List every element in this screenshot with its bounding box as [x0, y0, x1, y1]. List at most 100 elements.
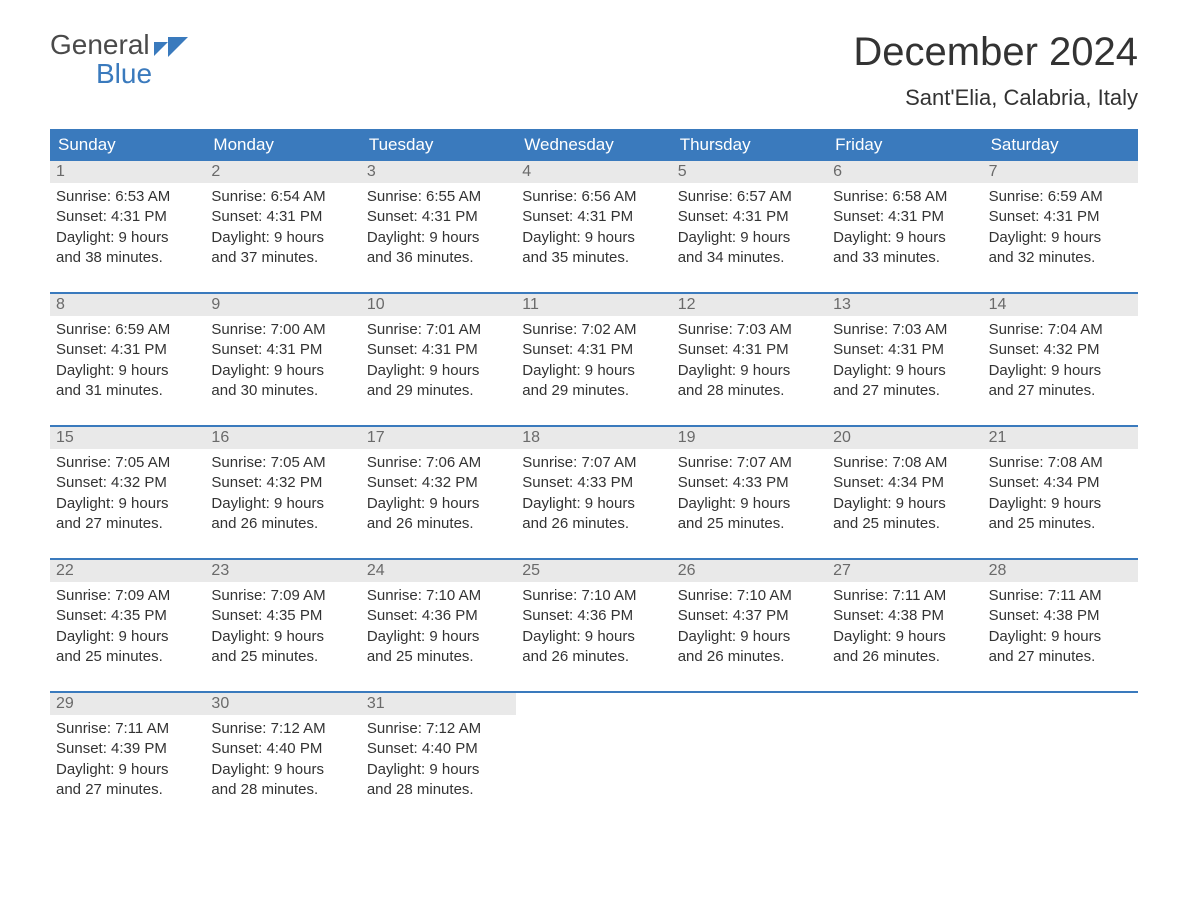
sunrise-text: Sunrise: 7:10 AM	[678, 586, 821, 606]
daylight-text: and 28 minutes.	[211, 780, 354, 800]
calendar-day: 15Sunrise: 7:05 AMSunset: 4:32 PMDayligh…	[50, 427, 205, 544]
sunrise-text: Sunrise: 6:53 AM	[56, 187, 199, 207]
daylight-text: and 30 minutes.	[211, 381, 354, 401]
sunset-text: Sunset: 4:31 PM	[833, 340, 976, 360]
sunrise-text: Sunrise: 7:08 AM	[833, 453, 976, 473]
calendar-day: 22Sunrise: 7:09 AMSunset: 4:35 PMDayligh…	[50, 560, 205, 677]
calendar-week: 8Sunrise: 6:59 AMSunset: 4:31 PMDaylight…	[50, 292, 1138, 411]
dow-saturday: Saturday	[983, 129, 1138, 161]
sunset-text: Sunset: 4:31 PM	[56, 340, 199, 360]
calendar-day: 10Sunrise: 7:01 AMSunset: 4:31 PMDayligh…	[361, 294, 516, 411]
daylight-text: Daylight: 9 hours	[367, 228, 510, 248]
sunset-text: Sunset: 4:31 PM	[522, 340, 665, 360]
calendar-day: 28Sunrise: 7:11 AMSunset: 4:38 PMDayligh…	[983, 560, 1138, 677]
calendar-day: 20Sunrise: 7:08 AMSunset: 4:34 PMDayligh…	[827, 427, 982, 544]
calendar-day: 18Sunrise: 7:07 AMSunset: 4:33 PMDayligh…	[516, 427, 671, 544]
daylight-text: and 26 minutes.	[211, 514, 354, 534]
daylight-text: and 27 minutes.	[989, 647, 1132, 667]
calendar-day	[983, 693, 1138, 810]
sunrise-text: Sunrise: 7:06 AM	[367, 453, 510, 473]
day-number: 27	[827, 560, 982, 582]
sunrise-text: Sunrise: 7:12 AM	[211, 719, 354, 739]
logo-text-general: General	[50, 30, 150, 59]
day-details: Sunrise: 7:09 AMSunset: 4:35 PMDaylight:…	[205, 582, 360, 677]
daylight-text: and 26 minutes.	[678, 647, 821, 667]
sunrise-text: Sunrise: 7:03 AM	[833, 320, 976, 340]
calendar-week: 29Sunrise: 7:11 AMSunset: 4:39 PMDayligh…	[50, 691, 1138, 810]
daylight-text: Daylight: 9 hours	[522, 494, 665, 514]
day-number: 14	[983, 294, 1138, 316]
daylight-text: and 32 minutes.	[989, 248, 1132, 268]
sunrise-text: Sunrise: 6:59 AM	[989, 187, 1132, 207]
daylight-text: and 26 minutes.	[833, 647, 976, 667]
daylight-text: Daylight: 9 hours	[833, 494, 976, 514]
title-block: December 2024 Sant'Elia, Calabria, Italy	[853, 30, 1138, 111]
sunrise-text: Sunrise: 7:11 AM	[989, 586, 1132, 606]
daylight-text: Daylight: 9 hours	[367, 760, 510, 780]
daylight-text: and 34 minutes.	[678, 248, 821, 268]
sunset-text: Sunset: 4:31 PM	[367, 340, 510, 360]
daylight-text: and 31 minutes.	[56, 381, 199, 401]
calendar-day: 8Sunrise: 6:59 AMSunset: 4:31 PMDaylight…	[50, 294, 205, 411]
calendar-day: 11Sunrise: 7:02 AMSunset: 4:31 PMDayligh…	[516, 294, 671, 411]
day-details: Sunrise: 7:05 AMSunset: 4:32 PMDaylight:…	[205, 449, 360, 544]
day-number: 28	[983, 560, 1138, 582]
day-number: 12	[672, 294, 827, 316]
daylight-text: Daylight: 9 hours	[989, 228, 1132, 248]
daylight-text: and 27 minutes.	[989, 381, 1132, 401]
day-details: Sunrise: 7:10 AMSunset: 4:36 PMDaylight:…	[516, 582, 671, 677]
sunset-text: Sunset: 4:34 PM	[989, 473, 1132, 493]
daylight-text: Daylight: 9 hours	[56, 361, 199, 381]
sunrise-text: Sunrise: 7:11 AM	[833, 586, 976, 606]
day-details: Sunrise: 7:01 AMSunset: 4:31 PMDaylight:…	[361, 316, 516, 411]
sunrise-text: Sunrise: 6:55 AM	[367, 187, 510, 207]
calendar-day: 21Sunrise: 7:08 AMSunset: 4:34 PMDayligh…	[983, 427, 1138, 544]
day-number: 21	[983, 427, 1138, 449]
daylight-text: and 27 minutes.	[833, 381, 976, 401]
day-number: 31	[361, 693, 516, 715]
day-number: 23	[205, 560, 360, 582]
daylight-text: Daylight: 9 hours	[989, 494, 1132, 514]
daylight-text: and 25 minutes.	[56, 647, 199, 667]
day-details: Sunrise: 7:05 AMSunset: 4:32 PMDaylight:…	[50, 449, 205, 544]
calendar-week: 15Sunrise: 7:05 AMSunset: 4:32 PMDayligh…	[50, 425, 1138, 544]
calendar-day: 23Sunrise: 7:09 AMSunset: 4:35 PMDayligh…	[205, 560, 360, 677]
day-details: Sunrise: 6:54 AMSunset: 4:31 PMDaylight:…	[205, 183, 360, 278]
calendar-day: 3Sunrise: 6:55 AMSunset: 4:31 PMDaylight…	[361, 161, 516, 278]
calendar-grid: Sunday Monday Tuesday Wednesday Thursday…	[50, 129, 1138, 810]
day-number: 26	[672, 560, 827, 582]
dow-sunday: Sunday	[50, 129, 205, 161]
calendar-day: 17Sunrise: 7:06 AMSunset: 4:32 PMDayligh…	[361, 427, 516, 544]
sunrise-text: Sunrise: 7:10 AM	[522, 586, 665, 606]
daylight-text: and 27 minutes.	[56, 514, 199, 534]
daylight-text: and 29 minutes.	[367, 381, 510, 401]
daylight-text: and 25 minutes.	[678, 514, 821, 534]
day-details: Sunrise: 7:04 AMSunset: 4:32 PMDaylight:…	[983, 316, 1138, 411]
logo-text-blue: Blue	[50, 59, 188, 88]
sunset-text: Sunset: 4:38 PM	[833, 606, 976, 626]
calendar-day: 13Sunrise: 7:03 AMSunset: 4:31 PMDayligh…	[827, 294, 982, 411]
calendar-day: 19Sunrise: 7:07 AMSunset: 4:33 PMDayligh…	[672, 427, 827, 544]
calendar-day	[516, 693, 671, 810]
daylight-text: Daylight: 9 hours	[989, 361, 1132, 381]
day-number: 16	[205, 427, 360, 449]
day-details: Sunrise: 7:11 AMSunset: 4:39 PMDaylight:…	[50, 715, 205, 810]
calendar-day: 16Sunrise: 7:05 AMSunset: 4:32 PMDayligh…	[205, 427, 360, 544]
location-subtitle: Sant'Elia, Calabria, Italy	[853, 85, 1138, 111]
sunset-text: Sunset: 4:31 PM	[367, 207, 510, 227]
day-details: Sunrise: 7:11 AMSunset: 4:38 PMDaylight:…	[827, 582, 982, 677]
day-number: 19	[672, 427, 827, 449]
sunrise-text: Sunrise: 7:04 AM	[989, 320, 1132, 340]
logo-line1: General	[50, 30, 188, 59]
day-number: 29	[50, 693, 205, 715]
sunset-text: Sunset: 4:31 PM	[211, 340, 354, 360]
daylight-text: and 27 minutes.	[56, 780, 199, 800]
daylight-text: Daylight: 9 hours	[678, 627, 821, 647]
sunset-text: Sunset: 4:35 PM	[56, 606, 199, 626]
sunset-text: Sunset: 4:35 PM	[211, 606, 354, 626]
calendar-day: 7Sunrise: 6:59 AMSunset: 4:31 PMDaylight…	[983, 161, 1138, 278]
daylight-text: Daylight: 9 hours	[211, 228, 354, 248]
day-number: 25	[516, 560, 671, 582]
daylight-text: Daylight: 9 hours	[522, 627, 665, 647]
sunset-text: Sunset: 4:31 PM	[211, 207, 354, 227]
